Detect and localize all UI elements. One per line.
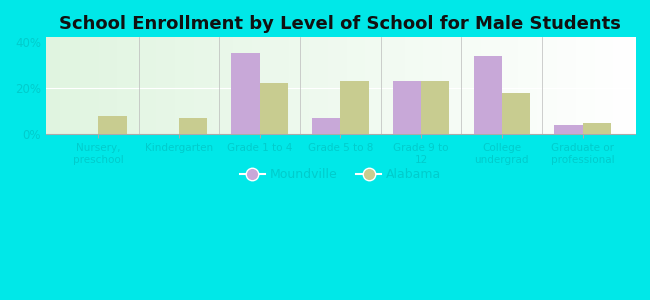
Bar	[554, 125, 582, 134]
Bar	[393, 81, 421, 134]
Title: School Enrollment by Level of School for Male Students: School Enrollment by Level of School for…	[60, 15, 621, 33]
Legend: Moundville, Alabama: Moundville, Alabama	[240, 168, 441, 181]
Bar	[474, 56, 502, 134]
Bar	[179, 118, 207, 134]
Bar	[260, 83, 288, 134]
Bar	[421, 81, 449, 134]
Bar	[98, 116, 127, 134]
Bar	[341, 81, 369, 134]
Bar	[502, 93, 530, 134]
Bar	[231, 53, 260, 134]
Bar	[582, 123, 611, 134]
Bar	[312, 118, 341, 134]
